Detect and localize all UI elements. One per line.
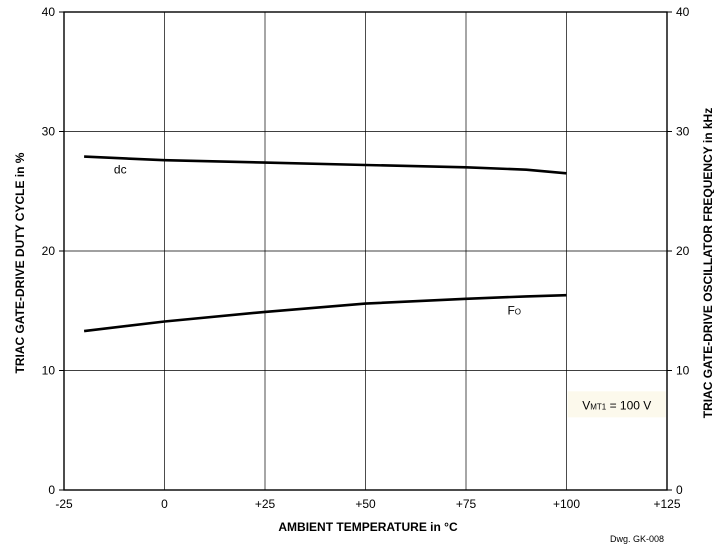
y-left-tick-label: 40	[42, 5, 56, 19]
y-left-tick-labels: 0 10 20 30 40	[42, 5, 56, 497]
y-left-tick-label: 20	[42, 244, 56, 258]
series-label-dc: dc	[114, 162, 127, 176]
series-label-subscript: O	[515, 307, 521, 316]
x-tick-label: +75	[456, 497, 477, 511]
series-line-fo	[83, 293, 567, 333]
drawing-number: Dwg. GK-008	[610, 534, 664, 544]
y-right-tick-label: 0	[676, 483, 683, 497]
condition-note-text: VMT1 = 100 V	[582, 398, 651, 412]
x-tick-label: +50	[355, 497, 376, 511]
y-right-tick-label: 40	[676, 5, 690, 19]
series-line-dc	[84, 155, 567, 175]
y-left-tick-label: 0	[48, 483, 55, 497]
y-left-tick-label: 10	[42, 364, 56, 378]
y-left-axis-title: TRIAC GATE-DRIVE DUTY CYCLE in %	[13, 152, 27, 373]
condition-note-subscript: MT1	[590, 402, 607, 411]
series-lines	[83, 155, 567, 333]
x-tick-label: -25	[55, 497, 73, 511]
series-label-fo: FO	[507, 303, 521, 317]
y-right-tick-labels: 0 10 20 30 40	[676, 5, 690, 497]
y-right-tick-label: 20	[676, 244, 690, 258]
y-right-tick-label: 30	[676, 125, 690, 139]
x-axis-title: AMBIENT TEMPERATURE in °C	[278, 520, 458, 534]
y-left-tick-label: 30	[42, 125, 56, 139]
series-labels: dc FO	[114, 162, 521, 317]
grid	[59, 11, 672, 491]
condition-note-value: = 100 V	[606, 398, 651, 412]
x-tick-label: +125	[653, 497, 680, 511]
x-tick-label: +100	[553, 497, 580, 511]
y-right-axis-title: TRIAC GATE-DRIVE OSCILLATOR FREQUENCY in…	[701, 108, 714, 418]
condition-note-background	[567, 391, 666, 418]
x-tick-label: +25	[255, 497, 276, 511]
y-right-tick-label: 10	[676, 364, 690, 378]
x-tick-label: 0	[161, 497, 168, 511]
x-tick-labels: -25 0 +25 +50 +75 +100 +125	[55, 497, 681, 511]
condition-note: VMT1 = 100 V	[567, 391, 666, 418]
